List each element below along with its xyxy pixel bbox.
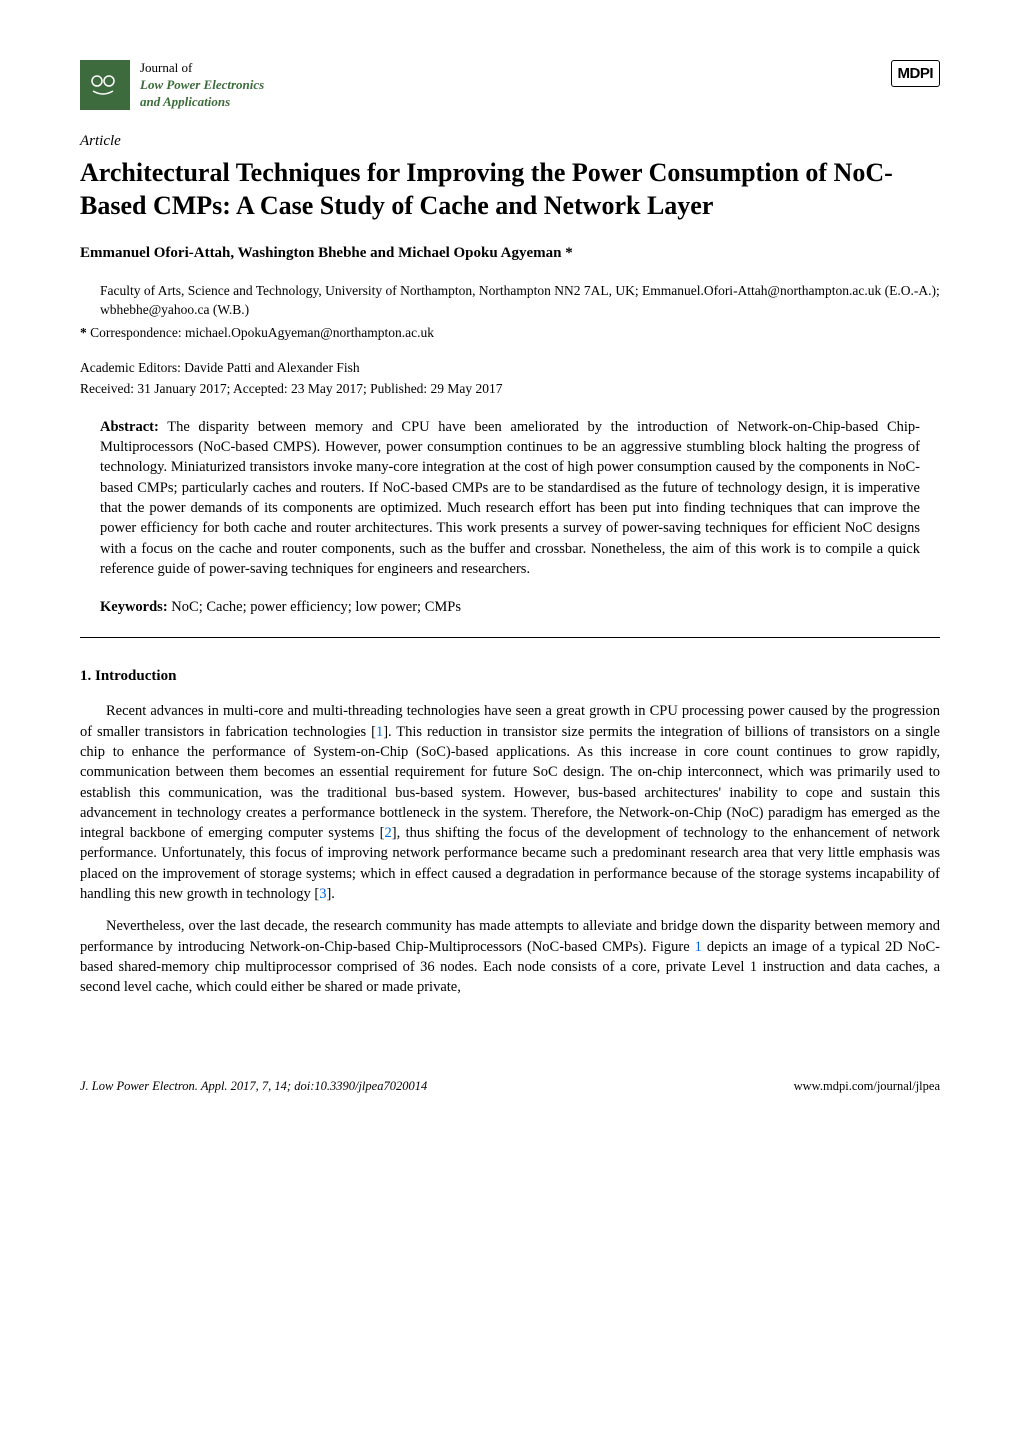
intro-para-2: Nevertheless, over the last decade, the … [80, 916, 940, 997]
article-title: Architectural Techniques for Improving t… [80, 156, 940, 224]
abstract: Abstract: The disparity between memory a… [80, 417, 940, 579]
correspondence: * Correspondence: michael.OpokuAgyeman@n… [80, 324, 940, 343]
citation-2[interactable]: 2 [384, 825, 391, 841]
keywords-label: Keywords: [100, 599, 168, 615]
journal-logo-icon [80, 60, 130, 110]
article-authors: Emmanuel Ofori-Attah, Washington Bhebhe … [80, 243, 940, 264]
journal-name-line2: Low Power Electronics [140, 77, 264, 94]
keywords-text: NoC; Cache; power efficiency; low power;… [171, 599, 461, 615]
article-dates: Received: 31 January 2017; Accepted: 23 … [80, 380, 940, 399]
page-footer: J. Low Power Electron. Appl. 2017, 7, 14… [80, 1078, 940, 1096]
correspondence-marker: * [80, 325, 87, 340]
abstract-text: The disparity between memory and CPU hav… [100, 419, 920, 577]
figure-ref-1[interactable]: 1 [695, 939, 702, 955]
affiliation: Faculty of Arts, Science and Technology,… [80, 282, 940, 320]
article-type: Article [80, 131, 940, 152]
abstract-label: Abstract: [100, 419, 159, 435]
footer-url: www.mdpi.com/journal/jlpea [794, 1078, 940, 1096]
correspondence-text: Correspondence: michael.OpokuAgyeman@nor… [90, 325, 434, 340]
para1-text-mid1: ]. This reduction in transistor size per… [80, 724, 940, 841]
keywords: Keywords: NoC; Cache; power efficiency; … [80, 597, 940, 617]
journal-name-line1: Journal of [140, 60, 264, 77]
academic-editors: Academic Editors: Davide Patti and Alexa… [80, 359, 940, 378]
publisher-logo: MDPI [891, 60, 941, 87]
footer-citation: J. Low Power Electron. Appl. 2017, 7, 14… [80, 1078, 427, 1096]
section-divider [80, 637, 940, 638]
journal-info: Journal of Low Power Electronics and App… [140, 60, 264, 111]
intro-para-1: Recent advances in multi-core and multi-… [80, 701, 940, 904]
journal-name-line3: and Applications [140, 94, 264, 111]
journal-logo-block: Journal of Low Power Electronics and App… [80, 60, 264, 111]
section-1-heading: 1. Introduction [80, 666, 940, 687]
page-header: Journal of Low Power Electronics and App… [80, 60, 940, 111]
para1-text-end: ]. [326, 886, 334, 902]
